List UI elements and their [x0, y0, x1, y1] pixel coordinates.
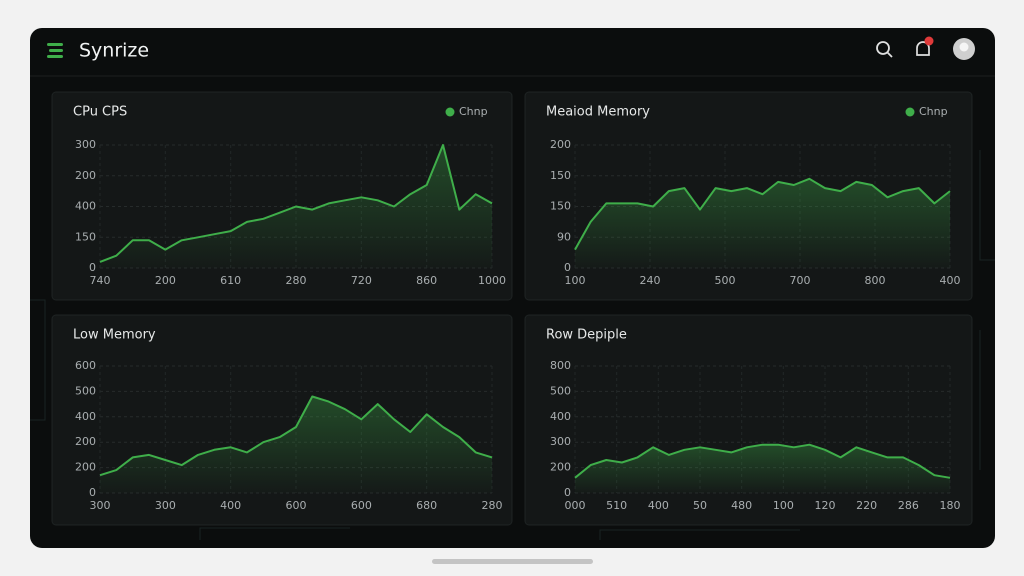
search-icon[interactable] [876, 41, 893, 58]
x-tick-label: 800 [865, 274, 886, 287]
y-tick-label: 90 [557, 230, 571, 243]
y-tick-label: 0 [564, 486, 571, 499]
x-tick-label: 860 [416, 274, 437, 287]
x-tick-label: 400 [220, 499, 241, 512]
legend-label: Chnp [459, 105, 488, 118]
x-tick-label: 280 [286, 274, 307, 287]
y-tick-label: 200 [75, 461, 96, 474]
x-tick-label: 610 [220, 274, 241, 287]
x-tick-label: 100 [565, 274, 586, 287]
x-tick-label: 480 [731, 499, 752, 512]
series-line [574, 443, 951, 479]
y-tick-label: 300 [75, 138, 96, 151]
area-fill [575, 444, 950, 493]
x-tick-label: 720 [351, 274, 372, 287]
legend-dot [905, 107, 915, 117]
x-tick-label: 200 [155, 274, 176, 287]
x-tick-label: 220 [856, 499, 877, 512]
x-tick-label: 280 [482, 499, 503, 512]
chart-panel [524, 314, 973, 526]
y-tick-label: 300 [550, 435, 571, 448]
legend-label: Chnp [919, 105, 948, 118]
logo [47, 43, 63, 58]
legend-dot [445, 107, 455, 117]
x-tick-label: 300 [90, 499, 111, 512]
brand: Synrize [79, 40, 149, 62]
x-tick-label: 000 [565, 499, 586, 512]
y-tick-label: 200 [550, 461, 571, 474]
y-tick-label: 0 [89, 261, 96, 274]
y-tick-label: 500 [75, 384, 96, 397]
y-tick-label: 200 [550, 138, 571, 151]
x-tick-label: 400 [940, 274, 961, 287]
x-tick-label: 286 [898, 499, 919, 512]
x-tick-label: 600 [351, 499, 372, 512]
y-tick-label: 600 [75, 359, 96, 372]
y-tick-label: 150 [75, 230, 96, 243]
y-tick-label: 400 [75, 410, 96, 423]
y-tick-label: 150 [550, 200, 571, 213]
y-tick-label: 150 [550, 169, 571, 182]
chart-title: CPu CPS [73, 105, 127, 120]
y-tick-label: 200 [75, 435, 96, 448]
x-tick-label: 740 [90, 274, 111, 287]
x-tick-label: 100 [773, 499, 794, 512]
y-tick-label: 400 [75, 200, 96, 213]
avatar[interactable] [953, 38, 975, 60]
area-fill [100, 396, 492, 493]
chart-title: Row Depiple [546, 328, 627, 343]
x-tick-label: 180 [940, 499, 961, 512]
x-tick-label: 240 [640, 274, 661, 287]
x-tick-label: 510 [606, 499, 627, 512]
x-tick-label: 300 [155, 499, 176, 512]
x-tick-label: 680 [416, 499, 437, 512]
x-tick-label: 700 [790, 274, 811, 287]
y-tick-label: 400 [550, 410, 571, 423]
chart-title: Low Memory [73, 328, 156, 343]
area-fill [575, 178, 950, 268]
x-tick-label: 400 [648, 499, 669, 512]
y-tick-label: 800 [550, 359, 571, 372]
home-indicator [432, 559, 593, 564]
notifications-icon[interactable] [916, 36, 934, 56]
y-tick-label: 500 [550, 384, 571, 397]
series-line [574, 177, 951, 251]
y-tick-label: 0 [564, 261, 571, 274]
x-tick-label: 600 [286, 499, 307, 512]
x-tick-label: 500 [715, 274, 736, 287]
x-tick-label: 50 [693, 499, 707, 512]
chart-title: Meaiod Memory [546, 105, 650, 120]
y-tick-label: 0 [89, 486, 96, 499]
series-line [99, 395, 493, 477]
y-tick-label: 200 [75, 169, 96, 182]
circuit-background [30, 150, 995, 540]
series-line [99, 144, 493, 263]
x-tick-label: 1000 [478, 274, 506, 287]
x-tick-label: 120 [815, 499, 836, 512]
